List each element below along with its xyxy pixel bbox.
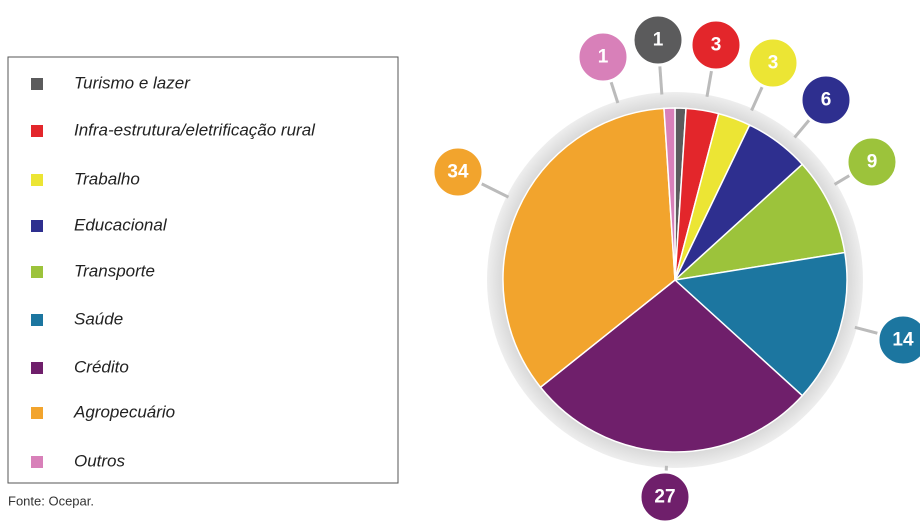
legend-swatch (31, 174, 43, 186)
data-label: 34 (447, 162, 469, 183)
label-bubble (746, 36, 800, 90)
label-bubble (431, 145, 485, 199)
label-bubble (876, 313, 920, 367)
legend-label: Turismo e lazer (74, 73, 191, 92)
label-bubble (799, 73, 853, 127)
pie-slice (502, 107, 676, 389)
legend-label: Agropecuário (73, 402, 175, 421)
label-bubble (845, 135, 899, 189)
legend-box (7, 56, 399, 484)
pie-slice (672, 163, 846, 282)
legend-label: Transporte (74, 261, 155, 280)
legend-label: Saúde (74, 309, 123, 328)
label-bubble (638, 470, 692, 524)
label-bubble (689, 18, 743, 72)
legend-swatch (31, 78, 43, 90)
data-label: 27 (654, 487, 675, 508)
legend-swatch (31, 266, 43, 278)
data-label: 1 (653, 30, 664, 51)
data-label: 6 (821, 90, 832, 111)
data-label: 9 (867, 152, 878, 173)
legend-label: Educacional (74, 215, 168, 234)
legend-label: Outros (74, 451, 126, 470)
legend-swatch (31, 125, 43, 137)
legend-label: Trabalho (74, 169, 140, 188)
legend-swatch (31, 220, 43, 232)
data-label: 3 (768, 53, 779, 74)
pie-slice (663, 107, 676, 281)
data-label: 3 (711, 35, 722, 56)
legend-swatch (31, 407, 43, 419)
label-bubble (631, 13, 685, 67)
legend-swatch (31, 314, 43, 326)
label-bubble (576, 30, 630, 84)
legend-label: Infra-estrutura/eletrificação rural (74, 120, 316, 139)
source: Fonte: Ocepar. (8, 493, 94, 508)
legend-label: Crédito (74, 357, 129, 376)
data-label: 14 (892, 330, 914, 351)
legend-swatch (31, 362, 43, 374)
pie-slice (673, 251, 848, 397)
pie-slice (539, 279, 804, 453)
legend-swatch (31, 456, 43, 468)
data-label: 1 (598, 47, 609, 68)
